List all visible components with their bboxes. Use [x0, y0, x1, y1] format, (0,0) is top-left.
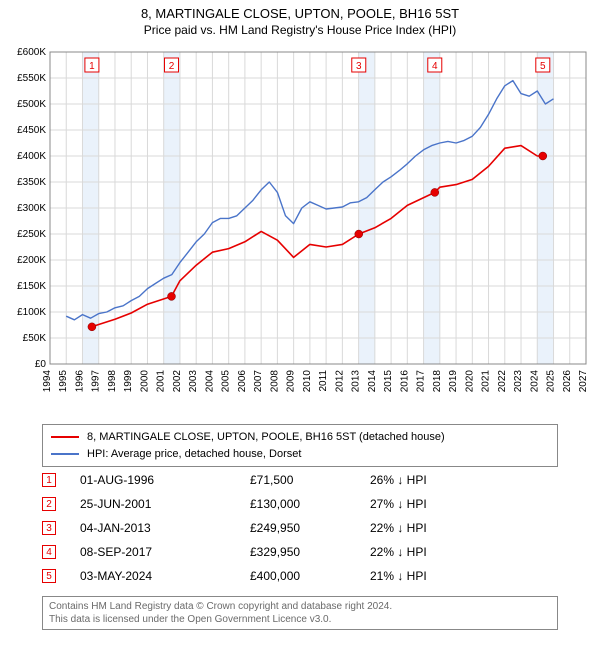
- svg-text:£300K: £300K: [17, 203, 46, 214]
- legend-label: HPI: Average price, detached house, Dors…: [87, 446, 301, 463]
- svg-text:£350K: £350K: [17, 177, 46, 188]
- svg-text:2014: 2014: [367, 370, 378, 393]
- tx-delta: 22% ↓ HPI: [370, 521, 558, 535]
- svg-text:1995: 1995: [58, 370, 69, 393]
- svg-text:2008: 2008: [269, 370, 280, 393]
- legend-label: 8, MARTINGALE CLOSE, UPTON, POOLE, BH16 …: [87, 429, 445, 446]
- svg-text:2010: 2010: [302, 370, 313, 393]
- legend-row: HPI: Average price, detached house, Dors…: [51, 446, 549, 463]
- tx-date: 25-JUN-2001: [80, 497, 250, 511]
- title-block: 8, MARTINGALE CLOSE, UPTON, POOLE, BH16 …: [0, 0, 600, 38]
- tx-badge: 5: [42, 569, 56, 583]
- svg-text:2020: 2020: [464, 370, 475, 393]
- svg-text:1994: 1994: [42, 370, 53, 393]
- chart-svg: £0 £50K £100K £150K £200K £250K £300K £350K £400…: [8, 46, 592, 416]
- svg-text:2009: 2009: [286, 370, 297, 393]
- tx-badge: 1: [42, 473, 56, 487]
- tx-price: £400,000: [250, 569, 370, 583]
- svg-text:2017: 2017: [416, 370, 427, 393]
- svg-text:1996: 1996: [74, 370, 85, 393]
- svg-text:2000: 2000: [139, 370, 150, 393]
- svg-text:2019: 2019: [448, 370, 459, 393]
- title-address: 8, MARTINGALE CLOSE, UPTON, POOLE, BH16 …: [0, 6, 600, 23]
- tx-date: 04-JAN-2013: [80, 521, 250, 535]
- svg-text:£500K: £500K: [17, 99, 46, 110]
- transaction-row: 4 08-SEP-2017£329,95022% ↓ HPI: [42, 540, 558, 564]
- svg-text:2016: 2016: [399, 370, 410, 393]
- legend: 8, MARTINGALE CLOSE, UPTON, POOLE, BH16 …: [42, 424, 558, 467]
- svg-text:4: 4: [432, 61, 438, 72]
- svg-text:2021: 2021: [481, 370, 492, 393]
- legend-swatch-hpi: [51, 453, 79, 455]
- legend-swatch-price: [51, 436, 79, 438]
- svg-text:2007: 2007: [253, 370, 264, 393]
- svg-text:2: 2: [169, 61, 175, 72]
- svg-text:2011: 2011: [318, 370, 329, 392]
- tx-price: £71,500: [250, 473, 370, 487]
- svg-text:£600K: £600K: [17, 47, 46, 58]
- tx-date: 08-SEP-2017: [80, 545, 250, 559]
- svg-text:2002: 2002: [172, 370, 183, 393]
- svg-text:2001: 2001: [156, 370, 167, 393]
- tx-date: 03-MAY-2024: [80, 569, 250, 583]
- svg-text:£200K: £200K: [17, 255, 46, 266]
- svg-text:2026: 2026: [562, 370, 573, 393]
- svg-text:2018: 2018: [432, 370, 443, 393]
- footer-line: Contains HM Land Registry data © Crown c…: [49, 600, 551, 613]
- svg-text:£550K: £550K: [17, 73, 46, 84]
- transaction-row: 3 04-JAN-2013£249,95022% ↓ HPI: [42, 516, 558, 540]
- transaction-row: 2 25-JUN-2001£130,00027% ↓ HPI: [42, 492, 558, 516]
- legend-row: 8, MARTINGALE CLOSE, UPTON, POOLE, BH16 …: [51, 429, 549, 446]
- svg-text:£250K: £250K: [17, 229, 46, 240]
- footer: Contains HM Land Registry data © Crown c…: [42, 596, 558, 630]
- tx-delta: 21% ↓ HPI: [370, 569, 558, 583]
- tx-badge: 4: [42, 545, 56, 559]
- svg-text:2012: 2012: [334, 370, 345, 393]
- tx-badge: 2: [42, 497, 56, 511]
- svg-text:£150K: £150K: [17, 281, 46, 292]
- svg-text:2025: 2025: [546, 370, 557, 393]
- footer-line: This data is licensed under the Open Gov…: [49, 613, 551, 626]
- transaction-row: 5 03-MAY-2024£400,00021% ↓ HPI: [42, 564, 558, 588]
- svg-text:£50K: £50K: [23, 333, 47, 344]
- svg-text:2022: 2022: [497, 370, 508, 393]
- svg-text:1997: 1997: [91, 370, 102, 393]
- svg-text:2005: 2005: [221, 370, 232, 393]
- svg-text:2015: 2015: [383, 370, 394, 393]
- transaction-row: 1 01-AUG-1996£71,50026% ↓ HPI: [42, 468, 558, 492]
- tx-date: 01-AUG-1996: [80, 473, 250, 487]
- svg-text:2003: 2003: [188, 370, 199, 393]
- svg-text:£450K: £450K: [17, 125, 46, 136]
- svg-text:1998: 1998: [107, 370, 118, 393]
- tx-delta: 27% ↓ HPI: [370, 497, 558, 511]
- tx-price: £130,000: [250, 497, 370, 511]
- svg-text:2027: 2027: [578, 370, 589, 393]
- svg-text:2004: 2004: [204, 370, 215, 393]
- transaction-table: 1 01-AUG-1996£71,50026% ↓ HPI 2 25-JUN-2001…: [42, 468, 558, 588]
- figure-root: 8, MARTINGALE CLOSE, UPTON, POOLE, BH16 …: [0, 0, 600, 650]
- tx-badge: 3: [42, 521, 56, 535]
- chart: £0 £50K £100K £150K £200K £250K £300K £350K £400…: [8, 46, 592, 416]
- svg-text:1: 1: [89, 61, 95, 72]
- tx-price: £329,950: [250, 545, 370, 559]
- svg-text:2013: 2013: [351, 370, 362, 393]
- svg-text:5: 5: [540, 61, 546, 72]
- svg-text:2006: 2006: [237, 370, 248, 393]
- svg-text:3: 3: [356, 61, 362, 72]
- tx-delta: 26% ↓ HPI: [370, 473, 558, 487]
- svg-text:£0: £0: [35, 359, 47, 370]
- svg-text:2023: 2023: [513, 370, 524, 393]
- title-subtitle: Price paid vs. HM Land Registry's House …: [0, 23, 600, 39]
- tx-delta: 22% ↓ HPI: [370, 545, 558, 559]
- tx-price: £249,950: [250, 521, 370, 535]
- svg-text:2024: 2024: [529, 370, 540, 393]
- svg-text:£100K: £100K: [17, 307, 46, 318]
- svg-text:1999: 1999: [123, 370, 134, 393]
- svg-text:£400K: £400K: [17, 151, 46, 162]
